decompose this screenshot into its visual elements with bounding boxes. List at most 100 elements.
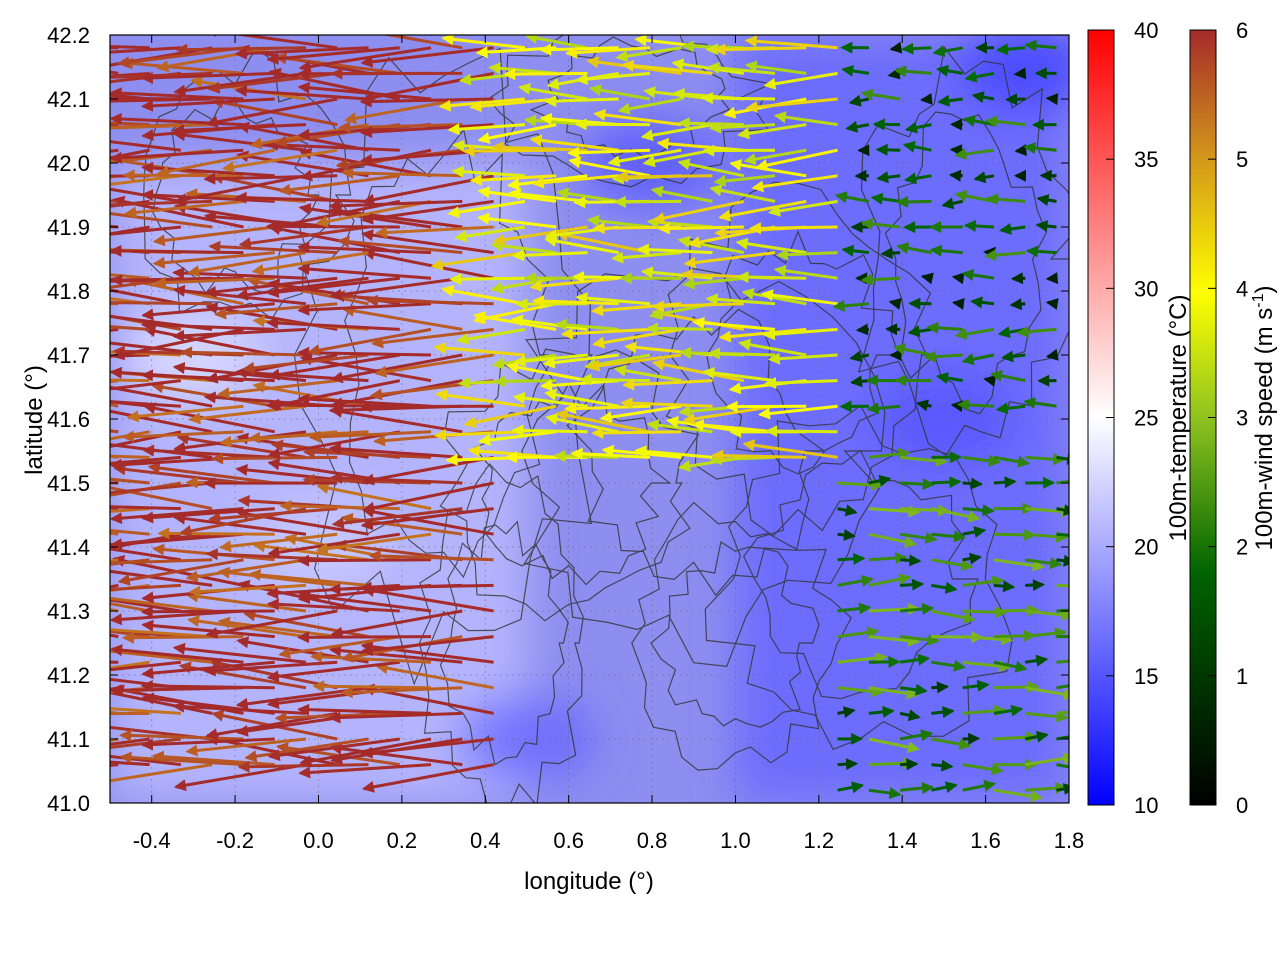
wind-vector-head bbox=[360, 746, 373, 759]
wind-vector-head bbox=[1023, 142, 1036, 154]
wind-vector-head bbox=[297, 303, 310, 316]
wind-vector-head bbox=[860, 88, 874, 101]
wind-vector bbox=[738, 123, 807, 137]
wind-vector-head bbox=[369, 388, 383, 401]
wind-vector bbox=[219, 619, 338, 639]
wind-vector-head bbox=[540, 379, 553, 392]
wind-vector bbox=[250, 572, 369, 587]
wind-vector-head bbox=[451, 165, 464, 178]
wind-vector bbox=[157, 46, 275, 70]
wind-vector bbox=[142, 193, 275, 203]
wind-vector bbox=[154, 225, 275, 244]
wind-vector bbox=[493, 145, 588, 152]
wind-vector-head bbox=[508, 188, 522, 201]
wind-vector bbox=[1056, 532, 1069, 537]
wind-vector-head bbox=[151, 750, 165, 763]
wind-vector-head bbox=[843, 529, 856, 541]
wind-vector-head bbox=[110, 274, 123, 286]
wind-vector bbox=[746, 39, 838, 50]
wind-vector-head bbox=[217, 387, 230, 399]
wind-vector bbox=[562, 327, 651, 336]
wind-vector-head bbox=[110, 613, 123, 626]
wind-vector-head bbox=[94, 776, 107, 788]
wind-vector-head bbox=[18, 168, 31, 180]
wind-vector bbox=[281, 504, 400, 511]
wind-vector-head bbox=[546, 78, 560, 90]
wind-vector bbox=[769, 353, 838, 361]
wind-vector-head bbox=[1009, 298, 1023, 311]
wind-vector-head bbox=[713, 175, 726, 187]
wind-vector-head bbox=[172, 284, 186, 297]
wind-vector-head bbox=[983, 779, 997, 792]
wind-vector-head bbox=[620, 397, 633, 410]
wind-vector-head bbox=[850, 375, 863, 388]
wind-vector bbox=[207, 97, 338, 126]
wind-vector-head bbox=[990, 370, 1003, 382]
x-tick-label: 0.0 bbox=[303, 828, 334, 853]
wind-vector-head bbox=[140, 319, 153, 331]
y-tick-label: 41.9 bbox=[47, 215, 90, 240]
wind-vector-head bbox=[117, 573, 131, 586]
wind-vector bbox=[210, 244, 338, 255]
wind-vector bbox=[363, 587, 494, 613]
y-tick-label: 42.1 bbox=[47, 87, 90, 112]
wind-vector-head bbox=[851, 781, 865, 794]
wind-vector-head bbox=[249, 137, 263, 150]
wind-vector-head bbox=[50, 451, 63, 463]
wind-vector-head bbox=[235, 697, 249, 710]
wind-vector-head bbox=[1045, 298, 1059, 310]
wind-vector-head bbox=[156, 60, 170, 73]
wind-vector bbox=[237, 276, 369, 298]
wind-vector bbox=[1056, 583, 1069, 588]
wind-vector-head bbox=[906, 758, 919, 771]
wind-vector-head bbox=[300, 169, 313, 182]
wind-vector bbox=[332, 609, 463, 636]
wind-vector-head bbox=[49, 586, 62, 598]
wind-vector-head bbox=[997, 326, 1011, 339]
colorbar-tick-label: 15 bbox=[1134, 664, 1158, 689]
wind-vector-head bbox=[110, 512, 123, 525]
wind-vector-head bbox=[586, 214, 600, 227]
wind-vector bbox=[756, 148, 838, 169]
wind-vector bbox=[299, 351, 432, 357]
wind-vector bbox=[492, 243, 557, 255]
wind-vector-head bbox=[768, 204, 781, 217]
wind-vector-head bbox=[298, 203, 312, 215]
wind-vector-head bbox=[942, 706, 955, 719]
wind-vector-head bbox=[141, 591, 154, 604]
wind-vector-head bbox=[235, 464, 248, 476]
wind-vector bbox=[207, 552, 338, 562]
wind-vector-head bbox=[908, 297, 921, 310]
wind-vector-head bbox=[266, 697, 280, 710]
wind-vector bbox=[233, 35, 338, 50]
wind-vector-head bbox=[308, 430, 321, 443]
wind-vector-head bbox=[251, 263, 265, 276]
colorbar-tick-label: 6 bbox=[1236, 18, 1248, 43]
wind-vector-head bbox=[55, 243, 67, 255]
wind-vector-head bbox=[860, 273, 873, 286]
wind-vector-head bbox=[469, 100, 482, 113]
wind-vector bbox=[110, 378, 150, 383]
wind-vector-head bbox=[297, 263, 310, 276]
wind-vector bbox=[510, 191, 588, 203]
wind-vector bbox=[220, 532, 338, 549]
wind-vector bbox=[479, 123, 557, 142]
wind-vector-head bbox=[270, 439, 284, 452]
wind-vector bbox=[332, 475, 463, 485]
wind-vector-head bbox=[93, 592, 106, 604]
wind-vector-head bbox=[755, 159, 769, 171]
wind-vector bbox=[361, 123, 494, 135]
wind-vector bbox=[123, 430, 244, 439]
colorbar-tick-label: 2 bbox=[1236, 535, 1248, 560]
wind-vector bbox=[110, 598, 182, 613]
terrain-contour bbox=[631, 501, 852, 771]
wind-vector-head bbox=[621, 59, 635, 72]
wind-vector-head bbox=[968, 732, 981, 745]
wind-colorbar-label: 100m-wind speed (m s-1) bbox=[1250, 286, 1278, 551]
wind-vector-head bbox=[523, 114, 537, 127]
wind-vector-head bbox=[679, 346, 692, 359]
wind-vector-head bbox=[91, 122, 103, 134]
wind-vector-head bbox=[361, 229, 374, 242]
wind-vector bbox=[381, 35, 463, 50]
wind-vector bbox=[479, 430, 557, 443]
